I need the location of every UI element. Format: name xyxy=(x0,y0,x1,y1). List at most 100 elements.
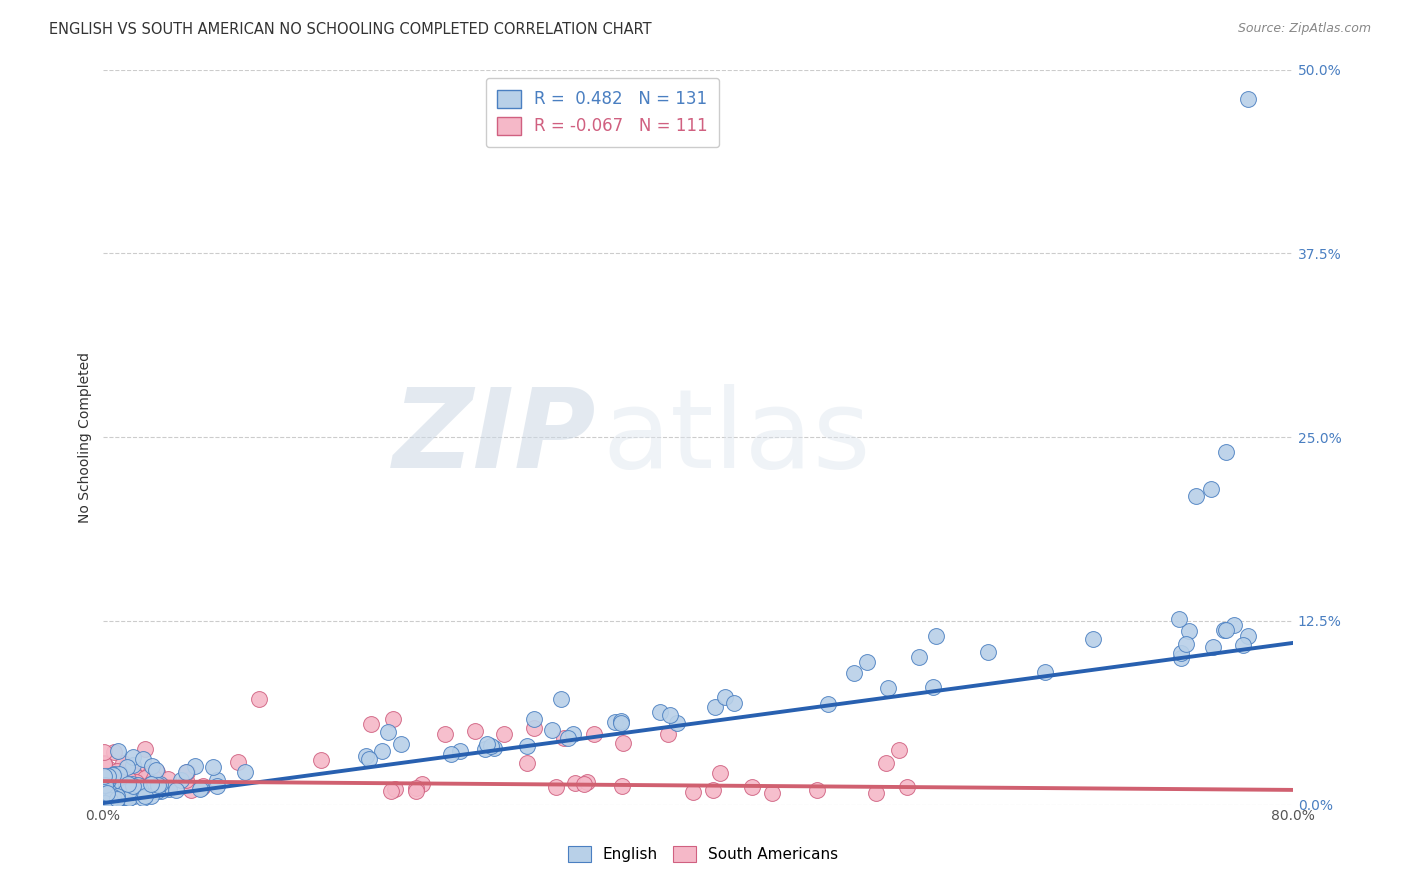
Point xyxy=(704,700,727,714)
Point xyxy=(97,783,120,797)
Point xyxy=(896,780,918,794)
Point xyxy=(741,780,763,794)
Point xyxy=(93,756,115,771)
Point xyxy=(96,772,118,787)
Point xyxy=(523,721,546,735)
Point xyxy=(311,753,333,767)
Point xyxy=(610,779,633,793)
Legend: R =  0.482   N = 131, R = -0.067   N = 111: R = 0.482 N = 131, R = -0.067 N = 111 xyxy=(486,78,720,147)
Point xyxy=(449,744,471,758)
Point xyxy=(139,776,162,790)
Point xyxy=(723,696,745,710)
Legend: English, South Americans: English, South Americans xyxy=(561,840,845,868)
Point xyxy=(111,780,134,794)
Point xyxy=(124,778,146,792)
Point xyxy=(104,789,127,803)
Point xyxy=(131,783,153,797)
Point xyxy=(111,756,134,771)
Point xyxy=(93,790,115,805)
Point xyxy=(104,780,127,794)
Point xyxy=(103,792,125,806)
Point xyxy=(574,776,596,790)
Point xyxy=(541,723,564,738)
Point xyxy=(114,759,136,773)
Point xyxy=(94,796,117,810)
Point xyxy=(98,762,121,776)
Point xyxy=(709,766,731,780)
Point xyxy=(575,774,598,789)
Y-axis label: No Schooling Completed: No Schooling Completed xyxy=(79,351,93,523)
Point xyxy=(135,785,157,799)
Point xyxy=(474,741,496,756)
Text: ENGLISH VS SOUTH AMERICAN NO SCHOOLING COMPLETED CORRELATION CHART: ENGLISH VS SOUTH AMERICAN NO SCHOOLING C… xyxy=(49,22,652,37)
Point xyxy=(1170,651,1192,665)
Text: ZIP: ZIP xyxy=(394,384,596,491)
Point xyxy=(371,744,394,758)
Point xyxy=(104,793,127,807)
Point xyxy=(112,771,135,785)
Point xyxy=(135,781,157,796)
Point xyxy=(381,712,404,726)
Point xyxy=(100,782,122,797)
Point xyxy=(665,715,688,730)
Point xyxy=(1222,618,1244,632)
Point xyxy=(93,793,115,807)
Point xyxy=(174,772,197,787)
Point xyxy=(107,769,129,783)
Point xyxy=(922,680,945,694)
Point xyxy=(842,666,865,681)
Point xyxy=(104,770,127,784)
Point xyxy=(142,776,165,790)
Point xyxy=(107,791,129,805)
Point xyxy=(150,784,173,798)
Point xyxy=(165,782,187,797)
Point xyxy=(93,793,115,807)
Point xyxy=(112,768,135,782)
Point xyxy=(101,792,124,806)
Point xyxy=(124,783,146,797)
Point xyxy=(97,779,120,793)
Point xyxy=(1215,623,1237,637)
Point xyxy=(411,777,433,791)
Point xyxy=(1033,665,1056,680)
Point xyxy=(202,760,225,774)
Point xyxy=(103,779,125,793)
Point xyxy=(377,724,399,739)
Point xyxy=(93,777,115,791)
Point xyxy=(117,791,139,805)
Point xyxy=(143,771,166,785)
Point xyxy=(433,727,456,741)
Point xyxy=(1175,636,1198,650)
Point xyxy=(180,782,202,797)
Point xyxy=(93,792,115,806)
Point xyxy=(1178,624,1201,639)
Point xyxy=(107,767,129,781)
Point xyxy=(115,760,138,774)
Point xyxy=(183,759,205,773)
Point xyxy=(562,727,585,741)
Point xyxy=(101,767,124,781)
Point xyxy=(806,783,828,797)
Point xyxy=(121,758,143,772)
Point xyxy=(1215,444,1237,458)
Point xyxy=(405,781,427,796)
Point xyxy=(612,736,634,750)
Point xyxy=(103,787,125,801)
Point xyxy=(134,771,156,785)
Point xyxy=(207,772,229,787)
Point xyxy=(121,780,143,794)
Point xyxy=(354,749,377,764)
Point xyxy=(523,712,546,726)
Point xyxy=(357,752,380,766)
Point xyxy=(1237,629,1260,643)
Point xyxy=(380,784,402,798)
Point xyxy=(105,782,128,797)
Point xyxy=(132,752,155,766)
Point xyxy=(93,763,115,777)
Point xyxy=(94,768,117,782)
Point xyxy=(103,786,125,800)
Point xyxy=(110,780,132,794)
Point xyxy=(176,765,198,780)
Point xyxy=(977,645,1000,659)
Point xyxy=(817,697,839,711)
